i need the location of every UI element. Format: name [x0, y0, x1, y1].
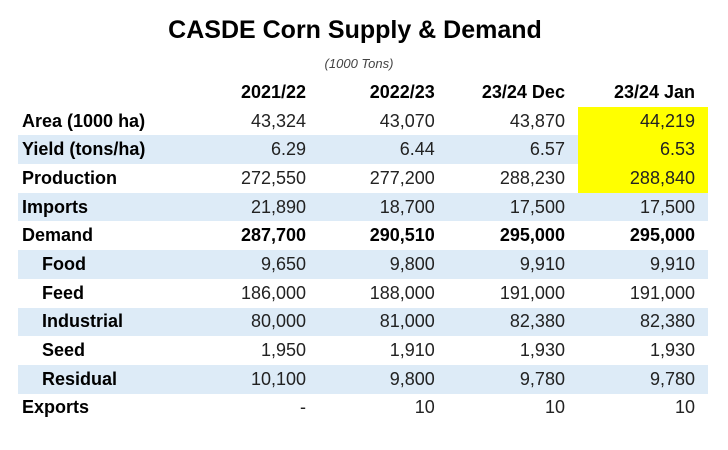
column-header: 23/24 Jan: [613, 81, 695, 102]
cell-value: 17,500: [577, 192, 708, 222]
table-row: Demand 287,700 290,510 295,000 295,000: [18, 221, 708, 250]
cell-value: 6.53: [577, 135, 708, 165]
cell-value: 1,930: [649, 340, 695, 361]
cell-value: 44,219: [577, 106, 708, 136]
cell-value: 290,510: [369, 225, 435, 246]
cell-value: 43,870: [509, 110, 565, 131]
cell-value: 9,800: [319, 364, 448, 394]
cell-value: 10: [674, 397, 695, 418]
cell-value: 10: [544, 397, 565, 418]
header-blank: [18, 78, 190, 107]
row-label: Feed: [42, 282, 85, 303]
table-row: Yield (tons/ha) 6.29 6.44 6.57 6.53: [18, 135, 708, 165]
cell-value: 6.57: [447, 135, 578, 165]
cell-value: 1,950: [260, 340, 307, 361]
row-label: Demand: [22, 225, 94, 246]
table-row: Exports - 10 10 10: [18, 394, 708, 423]
row-label: Seed: [42, 340, 86, 361]
cell-value: 295,000: [499, 225, 565, 246]
table-row: Area (1000 ha) 43,324 43,070 43,870 44,219: [18, 106, 708, 136]
supply-demand-table: 2021/22 2022/23 23/24 Dec 23/24 Jan Area…: [18, 78, 708, 422]
cell-value: 17,500: [447, 192, 578, 222]
table-row: Production 272,550 277,200 288,230 288,840: [18, 164, 708, 193]
column-header: 2022/23: [369, 81, 435, 102]
table-row: Food 9,650 9,800 9,910 9,910: [18, 250, 708, 279]
cell-value: 18,700: [319, 192, 448, 222]
cell-value: 288,230: [499, 167, 565, 188]
cell-value: 9,780: [447, 364, 578, 394]
row-label: Imports: [18, 192, 191, 222]
cell-value: 288,840: [577, 164, 708, 193]
cell-value: 6.44: [319, 135, 448, 165]
cell-value: 9,910: [447, 250, 578, 279]
table-title: CASDE Corn Supply & Demand: [168, 16, 542, 44]
cell-value: 188,000: [369, 282, 435, 303]
table-row: Feed 186,000 188,000 191,000 191,000: [18, 279, 708, 308]
table-row: Seed 1,950 1,910 1,930 1,930: [18, 336, 708, 365]
cell-value: -: [300, 397, 307, 418]
row-label: Exports: [22, 397, 90, 418]
column-header: 23/24 Dec: [481, 81, 565, 102]
cell-value: 9,910: [577, 250, 708, 279]
units-subtitle: (1000 Tons): [324, 56, 394, 71]
row-label: Residual: [18, 364, 191, 394]
row-label: Yield (tons/ha): [18, 135, 191, 165]
table-row: Industrial 80,000 81,000 82,380 82,380: [18, 307, 708, 337]
cell-value: 6.29: [190, 135, 320, 165]
header-row: 2021/22 2022/23 23/24 Dec 23/24 Jan: [18, 78, 708, 107]
cell-value: 82,380: [577, 307, 708, 337]
cell-value: 191,000: [499, 282, 565, 303]
cell-value: 81,000: [319, 307, 448, 337]
cell-value: 80,000: [190, 307, 320, 337]
row-label: Production: [22, 167, 117, 188]
table-row: Residual 10,100 9,800 9,780 9,780: [18, 364, 708, 394]
row-label: Industrial: [18, 307, 191, 337]
row-label: Area (1000 ha): [22, 110, 146, 131]
cell-value: 191,000: [629, 282, 695, 303]
cell-value: 277,200: [369, 167, 435, 188]
row-label: Food: [18, 250, 191, 279]
cell-value: 21,890: [190, 192, 320, 222]
cell-value: 10: [414, 397, 435, 418]
cell-value: 9,800: [319, 250, 448, 279]
cell-value: 1,910: [389, 340, 435, 361]
table-row: Imports 21,890 18,700 17,500 17,500: [18, 192, 708, 222]
cell-value: 43,070: [379, 110, 435, 131]
cell-value: 295,000: [629, 225, 695, 246]
cell-value: 9,650: [190, 250, 320, 279]
cell-value: 43,324: [250, 110, 307, 131]
cell-value: 82,380: [447, 307, 578, 337]
cell-value: 9,780: [577, 364, 708, 394]
cell-value: 287,700: [240, 225, 307, 246]
cell-value: 10,100: [190, 364, 320, 394]
cell-value: 272,550: [240, 167, 307, 188]
cell-value: 186,000: [240, 282, 307, 303]
cell-value: 1,930: [519, 340, 565, 361]
column-header: 2021/22: [240, 81, 307, 102]
